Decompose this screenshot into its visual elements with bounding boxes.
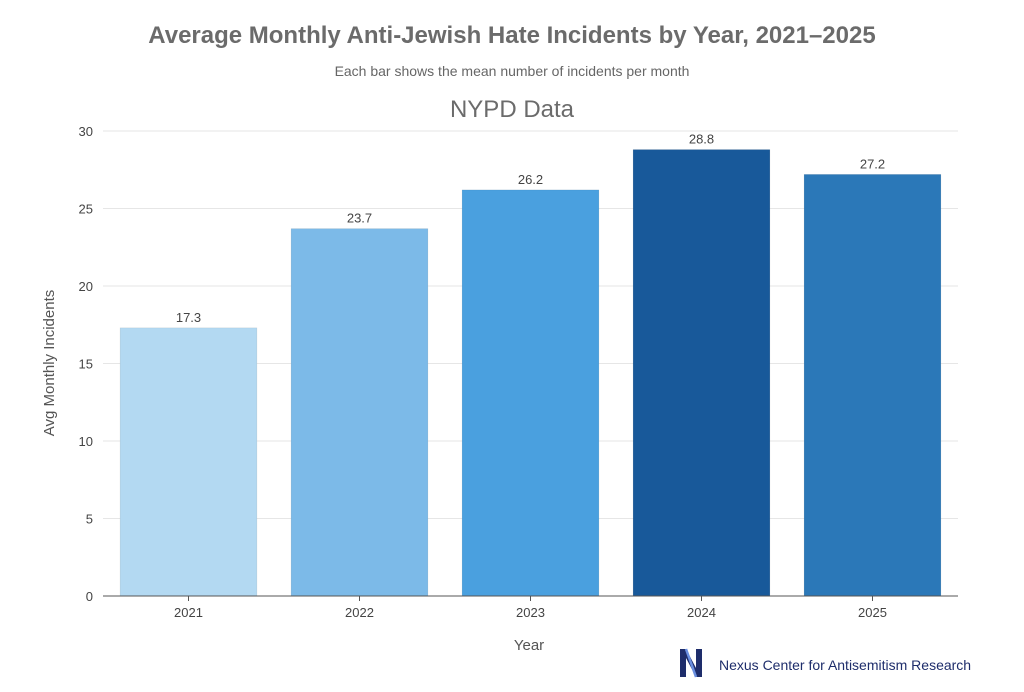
x-tick-label-2025: 2025 [858,605,887,620]
bar-2025 [803,174,942,597]
y-tick-label: 5 [86,512,93,527]
x-tick-label-2023: 2023 [516,605,545,620]
footer-brand: Nexus Center for Antisemitism Research [677,648,971,682]
x-tick-label-2022: 2022 [345,605,374,620]
y-tick-label: 30 [79,124,93,139]
data-label-2023: 26.2 [518,172,543,187]
y-tick-label: 0 [86,589,93,604]
data-label-2021: 17.3 [176,310,201,325]
y-tick-label: 10 [79,434,93,449]
page-title: Average Monthly Anti-Jewish Hate Inciden… [148,22,876,49]
bar-2024 [632,149,771,597]
data-labels: 17.3 23.7 26.2 28.8 27.2 [176,132,885,325]
y-tick-label: 25 [79,202,93,217]
bar-2022 [290,228,429,597]
bar-2021 [119,327,258,597]
x-tick-label-2021: 2021 [174,605,203,620]
x-axis-label: Year [514,637,544,654]
y-tick-label: 20 [79,279,93,294]
bars [119,149,942,597]
data-label-2025: 27.2 [860,156,885,171]
chart-title: NYPD Data [450,96,575,123]
page-subtitle: Each bar shows the mean number of incide… [334,63,690,79]
data-label-2024: 28.8 [689,132,714,147]
nexus-n-logo-icon [677,646,705,685]
bar-2023 [461,189,600,597]
brand-text: Nexus Center for Antisemitism Research [719,657,972,673]
y-tick-label: 15 [79,357,93,372]
x-tick-label-2024: 2024 [687,605,716,620]
y-axis-label: Avg Monthly Incidents [41,290,58,436]
data-label-2022: 23.7 [347,211,372,226]
